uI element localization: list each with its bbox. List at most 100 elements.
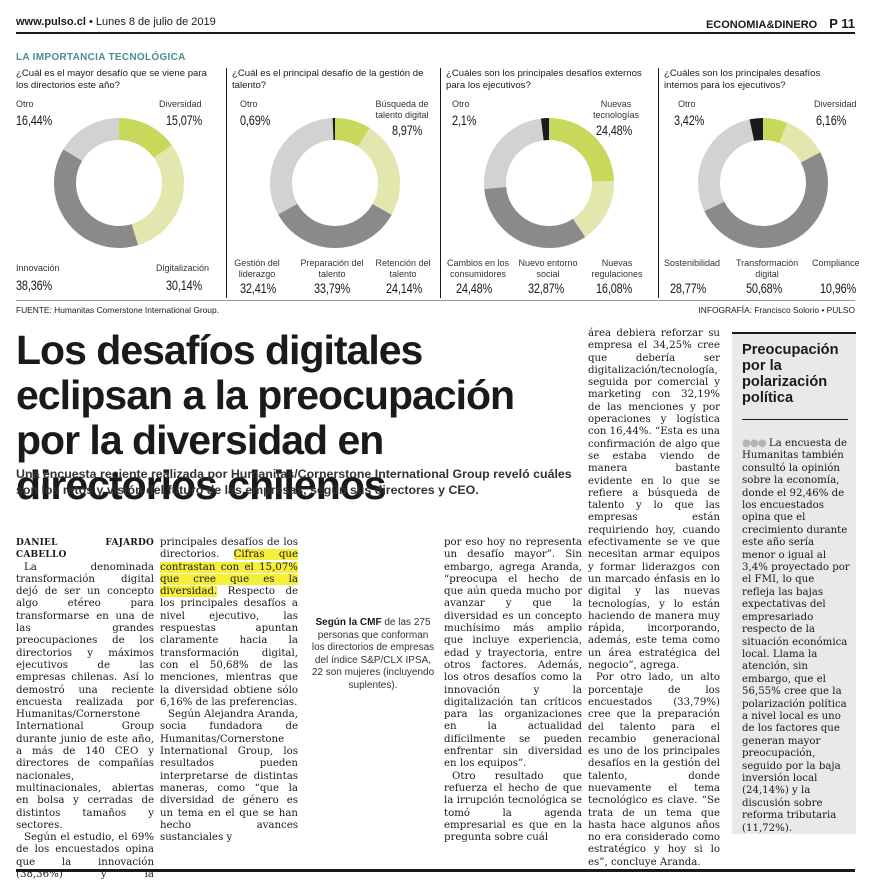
slice-label: Preparación del talento: [300, 258, 364, 279]
chart-question-4: ¿Cuáles son los principales desafíos int…: [664, 68, 821, 91]
paragraph: Otro resultado que refuerza el hecho de …: [444, 770, 582, 844]
article-column-2: principales desafíos de los directorios.…: [160, 537, 298, 844]
slice-label: Nuevas tecnologías: [592, 99, 640, 120]
byline: DANIEL FAJARDO CABELLO: [16, 538, 154, 561]
slice-value: 24,48%: [596, 122, 633, 138]
slice-value: 16,44%: [16, 112, 53, 128]
chart-question-1: ¿Cuál es el mayor desafío que se viene p…: [16, 68, 207, 91]
infographic-title: LA IMPORTANCIA TECNOLÓGICA: [16, 52, 186, 63]
slice-label: Nuevo entorno social: [518, 258, 578, 279]
chart-panel-2: ¿Cuál es el principal desafío de la gest…: [232, 68, 436, 300]
pull-quote-text: de las 275 personas que conforman los di…: [311, 617, 435, 691]
paragraph: por eso hoy no representa un desafío may…: [444, 537, 582, 770]
donut-slice-innovación: [54, 118, 184, 248]
slice-label: Digitalización: [156, 263, 210, 273]
sidebar-body: ●●● La encuesta de Humanitas también con…: [742, 438, 850, 835]
slice-label: Retención del talento: [375, 258, 431, 279]
paragraph: área debiera reforzar su empresa el 34,2…: [588, 328, 720, 672]
slice-label: Otro: [452, 99, 470, 109]
text-run: Respecto de los principales desafíos a n…: [160, 586, 298, 708]
slice-label: Compliance: [812, 258, 860, 268]
slice-value: 24,14%: [386, 280, 423, 296]
chart-panel-3: ¿Cuáles son los principales desafíos ext…: [446, 68, 654, 300]
donut-slice-gestión-del-liderazgo: [270, 118, 400, 248]
header-right: ECONOMIA&DINERO P 11: [706, 16, 855, 31]
page-header: www.pulso.cl • Lunes 8 de julio de 2019 …: [16, 12, 855, 34]
slice-value: 2,1%: [452, 112, 477, 128]
sidebar-text: La encuesta de Humanitas también consult…: [742, 438, 850, 834]
slice-label: Búsqueda de talento digital: [375, 99, 429, 120]
slice-value: 50,68%: [746, 280, 783, 296]
bullet-dots-icon: ●●●: [742, 438, 767, 449]
bottom-rule: [16, 869, 855, 872]
donut-chart-2: [270, 118, 400, 248]
slice-value: 8,97%: [392, 122, 423, 138]
pull-quote-lead: Según la CMF: [315, 617, 382, 628]
sidebar-box: Preocupación por la polarización polític…: [732, 332, 856, 834]
slice-label: Transformación digital: [736, 258, 799, 279]
source-note: FUENTE: Humanitas Cornerstone Internatio…: [16, 305, 219, 315]
donut-slice-otro: [484, 118, 614, 248]
slice-value: 32,87%: [528, 280, 565, 296]
slice-value: 24,48%: [456, 280, 493, 296]
slice-value: 28,77%: [670, 280, 707, 296]
paragraph: principales desafíos de los directorios.…: [160, 537, 298, 709]
donut-slice-nuevo-entorno-social: [484, 118, 614, 248]
donut-slice-transformación-digital: [698, 118, 828, 248]
slice-label: Gestión del liderazgo: [234, 258, 280, 279]
slice-label: Sostenibilidad: [664, 258, 721, 268]
donut-chart-4: [698, 118, 828, 248]
article-column-4: área debiera reforzar su empresa el 34,2…: [588, 328, 720, 869]
chart-panel-1: ¿Cuál es el mayor desafío que se viene p…: [16, 68, 222, 300]
paragraph: Por otro lado, un alto porcentaje de los…: [588, 672, 720, 868]
chart-question-3: ¿Cuáles son los principales desafíos ext…: [446, 68, 642, 91]
page-number: P 11: [829, 16, 855, 31]
donut-slice-otro: [270, 118, 400, 248]
header-left: www.pulso.cl • Lunes 8 de julio de 2019: [16, 16, 216, 28]
slice-label: Otro: [16, 99, 34, 109]
infographic-credit: INFOGRAFÍA: Francisco Solorio • PULSO: [698, 305, 855, 315]
donut-slice-sostenibilidad: [698, 118, 828, 248]
text-run: principales desafíos de los directorios.: [160, 537, 298, 561]
slice-label: Otro: [678, 99, 696, 109]
donut-chart-3: [484, 118, 614, 248]
paragraph: Según el estudio, el 69% de los encuesta…: [16, 832, 154, 880]
slice-value: 10,96%: [820, 280, 857, 296]
infographic-footer: FUENTE: Humanitas Cornerstone Internatio…: [16, 300, 855, 320]
site-url: www.pulso.cl: [16, 16, 86, 28]
donut-slice-otro: [54, 118, 184, 248]
article-column-3: por eso hoy no representa un desafío may…: [444, 537, 582, 844]
slice-label: Diversidad: [814, 99, 857, 109]
sidebar-title: Preocupación por la polarización polític…: [742, 342, 839, 406]
slice-label: Nuevas regulaciones: [591, 258, 643, 279]
slice-label: Innovación: [16, 263, 60, 273]
chart-question-2: ¿Cuál es el principal desafío de la gest…: [232, 68, 424, 91]
paragraph: Según Alejandra Aranda, socia fundadora …: [160, 709, 298, 844]
issue-date: Lunes 8 de julio de 2019: [95, 16, 216, 28]
slice-value: 15,07%: [166, 112, 203, 128]
donut-slice-otro: [698, 118, 828, 248]
slice-value: 3,42%: [674, 112, 705, 128]
section-name: ECONOMIA&DINERO: [705, 19, 818, 31]
donut-chart-1: [54, 118, 184, 248]
donut-slice-digitalización: [54, 118, 184, 248]
slice-value: 38,36%: [16, 277, 53, 293]
sidebar-divider: [742, 419, 848, 420]
chart-panel-4: ¿Cuáles son los principales desafíos int…: [664, 68, 860, 300]
donut-slice-cambios-en-los-consumidores: [484, 118, 614, 248]
panel-divider: [226, 68, 227, 298]
slice-value: 0,69%: [240, 112, 271, 128]
donut-slice-preparación-del-talento: [270, 118, 400, 248]
article-deck: Una encuesta reciente realizada por Huma…: [16, 467, 572, 497]
slice-value: 16,08%: [596, 280, 633, 296]
slice-value: 33,79%: [314, 280, 351, 296]
pull-quote: Según la CMF de las 275 personas que con…: [310, 617, 436, 692]
slice-label: Otro: [240, 99, 258, 109]
slice-label: Diversidad: [159, 99, 202, 109]
slice-value: 32,41%: [240, 280, 277, 296]
article-headline: Los desafíos digitales eclipsan a la pre…: [16, 327, 515, 508]
article-column-1: DANIEL FAJARDO CABELLO La denominada tra…: [16, 537, 154, 880]
panel-divider: [440, 68, 441, 298]
donut-slice-nuevas-regulaciones: [484, 118, 614, 248]
slice-value: 6,16%: [816, 112, 847, 128]
